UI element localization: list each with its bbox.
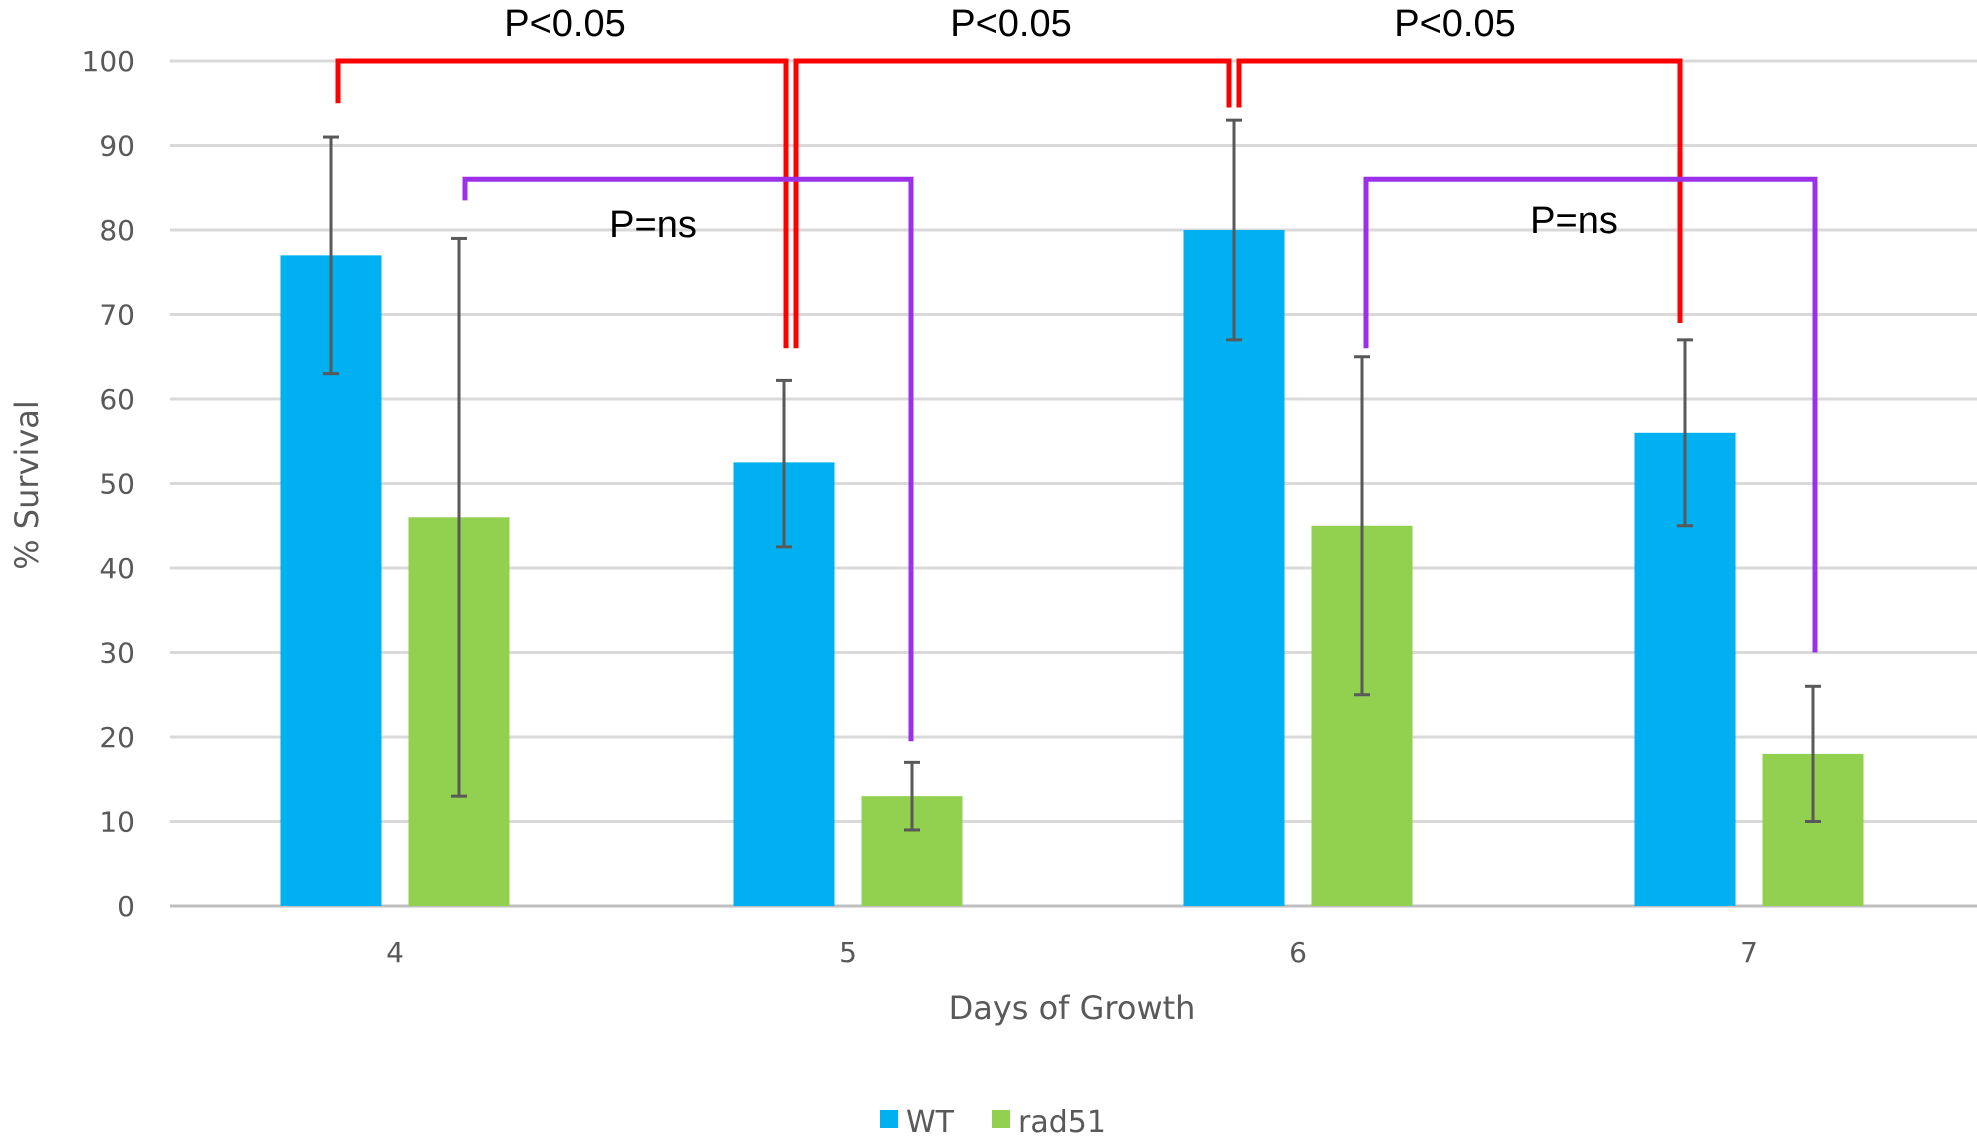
y-tick-label-20: 20 [99, 721, 135, 754]
y-tick-label-40: 40 [99, 552, 135, 585]
y-tick-label-0: 0 [117, 890, 135, 923]
legend: WT rad51 [880, 1105, 1106, 1137]
x-axis-title: Days of Growth [949, 989, 1196, 1027]
significance-bracket-3: P<0.05 [1236, 3, 1683, 323]
y-tick-label-90: 90 [99, 130, 135, 163]
error-bars [323, 118, 1821, 832]
significance-bracket-2: P<0.05 [793, 3, 1232, 349]
x-tick-label-6: 6 [1289, 936, 1307, 969]
error-bar-wt-day-6 [1226, 118, 1242, 342]
x-tick-label-5: 5 [839, 936, 857, 969]
significance-bracket-1: P<0.05 [335, 3, 789, 349]
y-tick-label-30: 30 [99, 637, 135, 670]
error-bar-wt-day-7 [1677, 338, 1693, 528]
y-tick-label-100: 100 [82, 45, 135, 78]
x-tick-label-7: 7 [1740, 936, 1758, 969]
legend-label-wt: WT [906, 1105, 955, 1137]
significance-label-2: P<0.05 [950, 3, 1072, 45]
significance-bracket-line-1 [335, 58, 789, 349]
significance-bracket-4: P=ns [462, 176, 914, 742]
legend-swatch-rad51 [992, 1110, 1010, 1128]
significance-label-5: P=ns [1530, 200, 1618, 242]
significance-bracket-line-4 [462, 176, 914, 742]
error-bar-rad51-day-5 [904, 760, 920, 832]
y-tick-label-50: 50 [99, 468, 135, 501]
significance-bracket-5: P=ns [1363, 176, 1818, 653]
significance-bracket-line-5 [1363, 176, 1818, 653]
y-axis-ticks: 0 10 20 30 40 50 60 70 80 90 100 [82, 45, 135, 923]
x-tick-label-4: 4 [386, 936, 404, 969]
y-tick-label-10: 10 [99, 806, 135, 839]
bar-wt-day-6 [1183, 230, 1285, 906]
error-bar-rad51-day-6 [1354, 355, 1370, 697]
significance-label-1: P<0.05 [504, 3, 626, 45]
significance-bracket-line-3 [1236, 58, 1683, 323]
y-tick-label-80: 80 [99, 214, 135, 247]
significance-label-4: P=ns [609, 204, 697, 246]
significance-annotations: P<0.05 P<0.05 P<0.05 P=ns P=ns [335, 3, 1818, 742]
error-bar-rad51-day-7 [1805, 684, 1821, 823]
significance-label-3: P<0.05 [1394, 3, 1516, 45]
y-tick-label-60: 60 [99, 383, 135, 416]
error-bar-wt-day-4 [323, 135, 339, 376]
y-tick-label-70: 70 [99, 299, 135, 332]
legend-swatch-wt [880, 1110, 898, 1128]
error-bar-wt-day-5 [776, 378, 792, 549]
significance-bracket-line-2 [793, 58, 1232, 349]
y-axis-title: % Survival [8, 400, 46, 570]
legend-label-rad51: rad51 [1018, 1105, 1106, 1137]
x-axis-ticks: 4 5 6 7 [386, 936, 1758, 969]
error-bar-rad51-day-4 [451, 236, 467, 798]
